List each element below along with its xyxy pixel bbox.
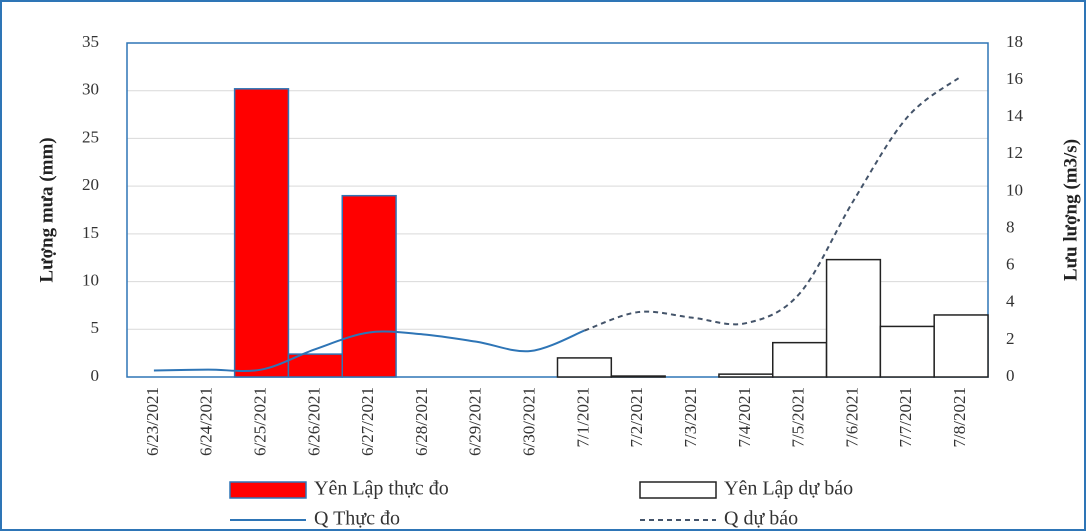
x-tick-label: 6/30/2021 <box>520 387 539 456</box>
x-tick-label: 7/6/2021 <box>842 387 861 447</box>
y2-tick-label: 6 <box>1006 255 1015 274</box>
x-tick-label: 6/24/2021 <box>197 387 216 456</box>
bar <box>341 194 397 378</box>
x-tick-label: 7/4/2021 <box>735 387 754 447</box>
y2-tick-label: 0 <box>1006 366 1015 385</box>
legend-label: Q Thực đo <box>314 508 400 530</box>
y-tick-label: 0 <box>91 366 100 385</box>
x-tick-label: 7/1/2021 <box>573 387 592 447</box>
y2-tick-label: 18 <box>1006 32 1023 51</box>
y2-tick-label: 10 <box>1006 180 1023 199</box>
x-tick-label: 7/7/2021 <box>896 387 915 447</box>
legend-swatch <box>229 481 307 499</box>
bar <box>718 373 774 378</box>
y2-tick-label: 16 <box>1006 69 1023 88</box>
y-tick-label: 20 <box>82 175 99 194</box>
y-tick-label: 15 <box>82 223 99 242</box>
legend-label: Q dự báo <box>724 508 798 530</box>
x-tick-label: 7/8/2021 <box>950 387 969 447</box>
legend-label: Yên Lập dự báo <box>724 478 853 500</box>
bar <box>933 314 989 378</box>
x-tick-label: 6/25/2021 <box>250 387 269 456</box>
x-tick-label: 6/27/2021 <box>358 387 377 456</box>
x-tick-label: 6/26/2021 <box>304 387 323 456</box>
x-tick-label: 7/5/2021 <box>789 387 808 447</box>
bar <box>825 258 882 378</box>
y2-tick-label: 8 <box>1006 217 1015 236</box>
x-tick-label: 6/23/2021 <box>143 387 162 456</box>
y2-tick-label: 4 <box>1006 292 1015 311</box>
bar <box>879 325 935 378</box>
y2-tick-label: 14 <box>1006 106 1024 125</box>
y2-tick-label: 2 <box>1006 329 1015 348</box>
y-tick-label: 35 <box>82 32 99 51</box>
legend-swatch <box>639 481 717 499</box>
x-tick-label: 6/28/2021 <box>412 387 431 456</box>
x-tick-label: 6/29/2021 <box>466 387 485 456</box>
bar <box>772 341 828 378</box>
bar <box>556 357 613 378</box>
y-tick-label: 25 <box>82 127 99 146</box>
legend-label: Yên Lập thực đo <box>314 478 449 500</box>
x-tick-label: 7/2/2021 <box>627 387 646 447</box>
y-tick-label: 10 <box>82 270 99 289</box>
y2-axis-title: Lưu lượng (m3/s) <box>1060 139 1081 281</box>
line <box>153 329 585 373</box>
y-axis-title: Lượng mưa (mm) <box>36 137 57 282</box>
bar <box>610 375 666 378</box>
bar <box>233 88 290 378</box>
y-tick-label: 5 <box>91 318 100 337</box>
y-tick-label: 30 <box>82 80 99 99</box>
x-tick-label: 7/3/2021 <box>681 387 700 447</box>
y2-tick-label: 12 <box>1006 143 1023 162</box>
